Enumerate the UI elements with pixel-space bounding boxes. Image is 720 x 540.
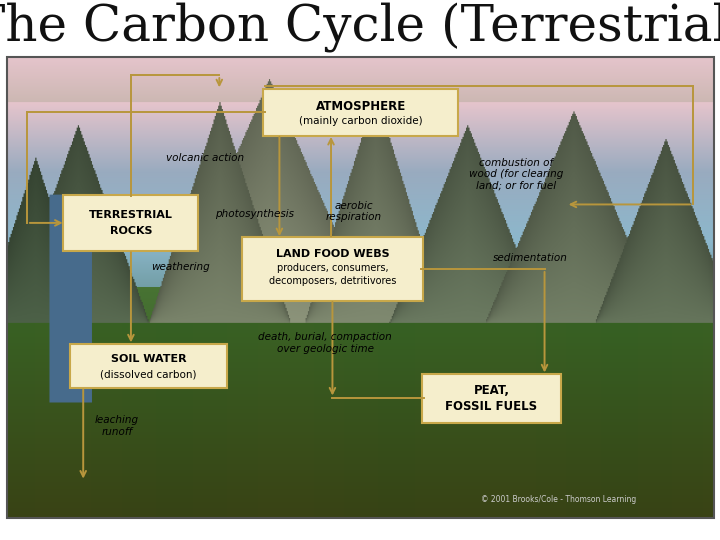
Text: leaching
runoff: leaching runoff (95, 415, 139, 437)
Text: producers, consumers,: producers, consumers, (276, 263, 388, 273)
Text: The Carbon Cycle (Terrestrial): The Carbon Cycle (Terrestrial) (0, 2, 720, 52)
Text: aerobic
respiration: aerobic respiration (325, 200, 382, 222)
FancyBboxPatch shape (263, 89, 459, 136)
FancyBboxPatch shape (242, 238, 423, 301)
Text: death, burial, compaction
over geologic time: death, burial, compaction over geologic … (258, 332, 392, 354)
Text: (mainly carbon dioxide): (mainly carbon dioxide) (299, 116, 423, 126)
FancyBboxPatch shape (63, 195, 199, 251)
Text: TERRESTRIAL: TERRESTRIAL (89, 210, 173, 220)
Text: © 2001 Brooks/Cole - Thomson Learning: © 2001 Brooks/Cole - Thomson Learning (481, 495, 636, 503)
Text: SOIL WATER: SOIL WATER (111, 354, 186, 363)
FancyBboxPatch shape (71, 343, 227, 388)
Text: sedimentation: sedimentation (493, 253, 568, 262)
Text: PEAT,: PEAT, (474, 383, 510, 396)
Text: volcanic action: volcanic action (166, 153, 244, 163)
Text: weathering: weathering (151, 262, 210, 272)
Bar (7, 57, 714, 518)
FancyBboxPatch shape (422, 374, 561, 423)
Text: decomposers, detritivores: decomposers, detritivores (269, 275, 396, 286)
Text: (dissolved carbon): (dissolved carbon) (100, 369, 197, 379)
Text: ROCKS: ROCKS (109, 226, 152, 236)
Text: combustion of
wood (for clearing
land; or for fuel: combustion of wood (for clearing land; o… (469, 158, 564, 191)
Text: LAND FOOD WEBS: LAND FOOD WEBS (276, 249, 390, 259)
Text: photosynthesis: photosynthesis (215, 208, 294, 219)
Text: FOSSIL FUELS: FOSSIL FUELS (446, 400, 538, 413)
Text: ATMOSPHERE: ATMOSPHERE (315, 100, 406, 113)
